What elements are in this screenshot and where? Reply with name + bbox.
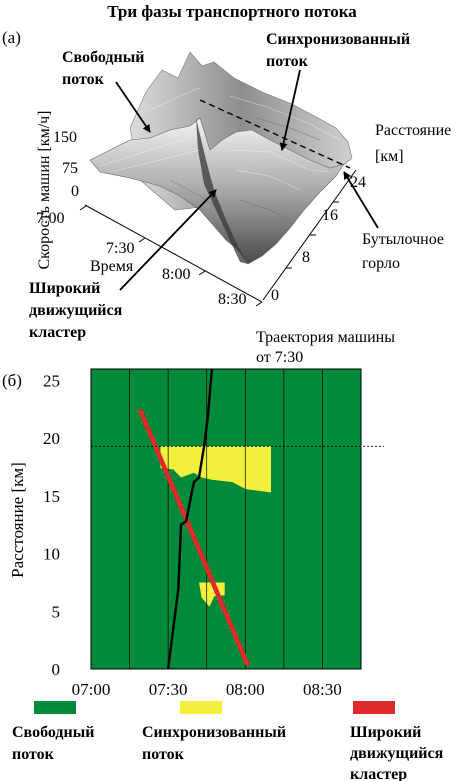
panel-b-label: (б) bbox=[2, 371, 22, 390]
y-tick-label: 10 bbox=[43, 545, 60, 564]
surface-front bbox=[89, 117, 345, 265]
annotation-wide-jam: Широкий bbox=[29, 280, 100, 297]
time-tick-label: 8:30 bbox=[218, 291, 246, 308]
y-ticks: 0 5 10 15 20 25 bbox=[43, 372, 60, 679]
time-tick-label: 7:00 bbox=[36, 210, 64, 227]
distance-axis-label: Расстояние bbox=[375, 122, 451, 139]
panel-a-label: (а) bbox=[2, 28, 21, 47]
distance-tick-label: 8 bbox=[302, 249, 310, 266]
annotation-wide-jam: кластер bbox=[29, 324, 86, 341]
y-tick-label: 25 bbox=[43, 372, 60, 391]
time-tick-label: 8:00 bbox=[162, 266, 190, 283]
y-tick-label: 15 bbox=[43, 487, 60, 506]
legend: Свободный поток Синхронизованный поток Ш… bbox=[12, 701, 444, 781]
z-axis: Скорость машин [км/ч] 150 75 0 bbox=[36, 110, 79, 269]
annotation-synchronized: Синхронизованный bbox=[266, 31, 410, 48]
time-tick-label: 7:30 bbox=[106, 240, 134, 257]
legend-label-free-flow: Свободный bbox=[12, 724, 94, 741]
z-tick-label: 0 bbox=[71, 183, 79, 200]
legend-label-wide-jam: Широкий bbox=[350, 724, 421, 741]
legend-label-free-flow: поток bbox=[12, 746, 55, 763]
synchronized-region bbox=[160, 446, 271, 493]
chart-title: Три фазы транспортного потока bbox=[107, 2, 357, 21]
free-flow-area bbox=[91, 369, 361, 669]
legend-label-wide-jam: движущийся bbox=[350, 745, 444, 762]
trajectory-label: Траектория машины bbox=[256, 329, 395, 346]
z-axis-label: Скорость машин [км/ч] bbox=[36, 110, 53, 269]
distance-axis: 24 16 8 0 Расстояние [км] bbox=[262, 122, 451, 304]
trajectory-label: от 7:30 bbox=[256, 349, 303, 366]
distance-tick-label: 24 bbox=[350, 174, 366, 191]
y-tick-label: 0 bbox=[52, 660, 61, 679]
bottleneck-line-3d bbox=[199, 99, 351, 169]
annotation-synchronized: поток bbox=[266, 53, 309, 70]
x-tick-label: 08:00 bbox=[226, 680, 265, 699]
phase-map bbox=[90, 368, 384, 670]
x-tick-label: 07:30 bbox=[149, 680, 188, 699]
synchronized-patch bbox=[199, 582, 225, 607]
distance-tick-label: 16 bbox=[322, 207, 338, 224]
y-tick-label: 5 bbox=[52, 602, 61, 621]
annotation-free-flow: Свободный bbox=[62, 49, 144, 66]
y-tick-label: 20 bbox=[43, 429, 60, 448]
annotation-bottleneck: Бутылочное bbox=[362, 231, 444, 248]
y-axis-label: Расстояние [км] bbox=[8, 462, 27, 578]
legend-swatch-wide-jam bbox=[353, 701, 395, 714]
legend-label-synchronized: Синхронизованный bbox=[142, 724, 286, 741]
annotations-3d: Свободный поток Синхронизованный поток Б… bbox=[29, 31, 444, 341]
wide-moving-jam bbox=[137, 409, 251, 666]
z-tick-label: 75 bbox=[62, 160, 78, 177]
legend-swatch-free-flow bbox=[34, 701, 76, 714]
legend-label-wide-jam: кластер bbox=[350, 766, 407, 781]
vehicle-trajectory bbox=[166, 368, 214, 670]
x-tick-label: 08:30 bbox=[303, 680, 342, 699]
time-axis: 7:00 7:30 8:00 8:30 Время bbox=[36, 204, 263, 308]
time-axis-label: Время bbox=[90, 258, 134, 275]
annotation-wide-jam: движущийся bbox=[29, 302, 123, 319]
x-ticks: 07:00 07:30 08:00 08:30 bbox=[72, 680, 342, 699]
distance-tick-label: 0 bbox=[271, 287, 279, 304]
annotation-bottleneck: горло bbox=[362, 255, 400, 272]
annotation-free-flow: поток bbox=[62, 71, 105, 88]
legend-swatch-synchronized bbox=[180, 701, 222, 714]
surface-3d bbox=[89, 51, 353, 265]
plot-frame bbox=[90, 368, 362, 670]
z-tick-label: 150 bbox=[53, 129, 77, 146]
x-tick-label: 07:00 bbox=[72, 680, 111, 699]
distance-axis-label: [км] bbox=[375, 148, 404, 165]
legend-label-synchronized: поток bbox=[142, 746, 185, 763]
